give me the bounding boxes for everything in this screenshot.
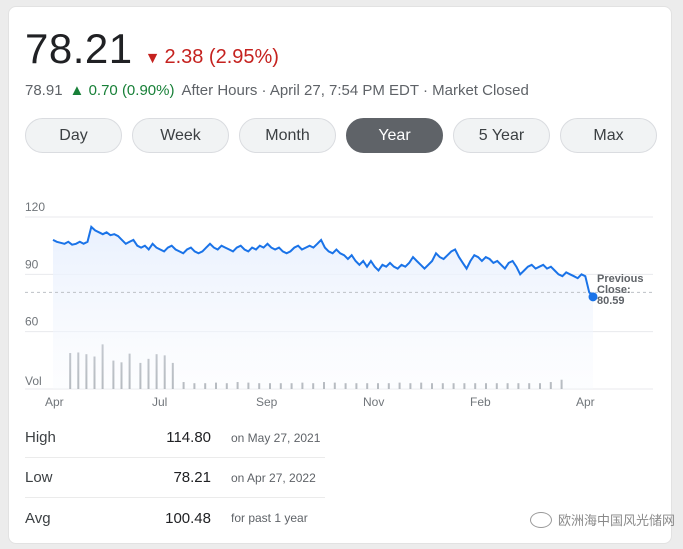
stat-label: High [25, 429, 56, 446]
current-price: 78.21 [25, 25, 133, 72]
stat-row-avg: Avg 100.48 for past 1 year [25, 498, 325, 538]
stat-note: on May 27, 2021 [231, 430, 321, 445]
watermark: 欧洲海中国风光储网 [530, 510, 675, 529]
x-tick-label: Apr [45, 395, 64, 409]
price-area [53, 226, 593, 389]
x-tick-label: Apr [576, 395, 595, 409]
tab-5-year[interactable]: 5 Year [453, 118, 550, 153]
previous-close-label: Close: [597, 284, 631, 296]
price-line [52, 225, 594, 298]
tab-month[interactable]: Month [239, 118, 336, 153]
y-tick-label: 60 [25, 315, 39, 329]
watermark-text: 欧洲海中国风光储网 [558, 513, 676, 528]
x-tick-label: Feb [470, 395, 491, 409]
stat-note: on Apr 27, 2022 [231, 470, 316, 485]
tab-year[interactable]: Year [346, 118, 443, 153]
stat-value: 78.21 [173, 469, 211, 486]
price-change-value: 2.38 (2.95%) [164, 46, 279, 68]
tab-day[interactable]: Day [25, 118, 122, 153]
price-change: ▼ 2.38 (2.95%) [145, 46, 279, 69]
stat-value: 100.48 [165, 509, 211, 527]
stat-label: Low [25, 469, 53, 486]
previous-close-value: 80.59 [597, 295, 625, 307]
stat-row-high: High 114.80 on May 27, 2021 [25, 418, 325, 458]
previous-close-label: Previous [597, 273, 643, 285]
stock-quote-card: 78.21 ▼ 2.38 (2.95%) 78.91 ▲ 0.70 (0.90%)… [8, 6, 672, 544]
stat-note: for past 1 year [231, 511, 308, 525]
stats-table: High 114.80 on May 27, 2021 Low 78.21 on… [25, 418, 325, 538]
y-tick-label: 120 [25, 200, 45, 214]
volume-label: Vol [25, 374, 42, 388]
after-hours-price: 78.91 [25, 82, 63, 99]
price-row: 78.21 ▼ 2.38 (2.95%) [25, 25, 279, 73]
y-tick-label: 90 [25, 257, 39, 271]
x-tick-label: Jul [152, 395, 167, 409]
stat-row-low: Low 78.21 on Apr 27, 2022 [25, 458, 325, 498]
x-tick-label: Sep [256, 395, 278, 409]
x-tick-label: Nov [363, 395, 384, 409]
last-price-dot [588, 292, 598, 302]
after-hours-change-value: 0.70 (0.90%) [88, 82, 175, 99]
range-tabs: Day Week Month Year 5 Year Max [25, 118, 657, 153]
tab-week[interactable]: Week [132, 118, 229, 153]
stat-value: 114.80 [166, 429, 211, 446]
down-arrow-icon: ▼ [144, 50, 161, 67]
after-hours-meta: After Hours · April 27, 7:54 PM EDT · Ma… [181, 82, 529, 99]
wechat-icon [530, 511, 552, 528]
after-hours-row: 78.91 ▲ 0.70 (0.90%) After Hours · April… [25, 82, 529, 99]
up-arrow-icon: ▲ [69, 82, 85, 99]
after-hours-change: ▲ 0.70 (0.90%) [70, 82, 175, 99]
price-chart[interactable]: 120 90 60 Vol Previous Close: 80.59 Apr … [9, 187, 673, 412]
stat-label: Avg [25, 509, 51, 527]
tab-max[interactable]: Max [560, 118, 657, 153]
